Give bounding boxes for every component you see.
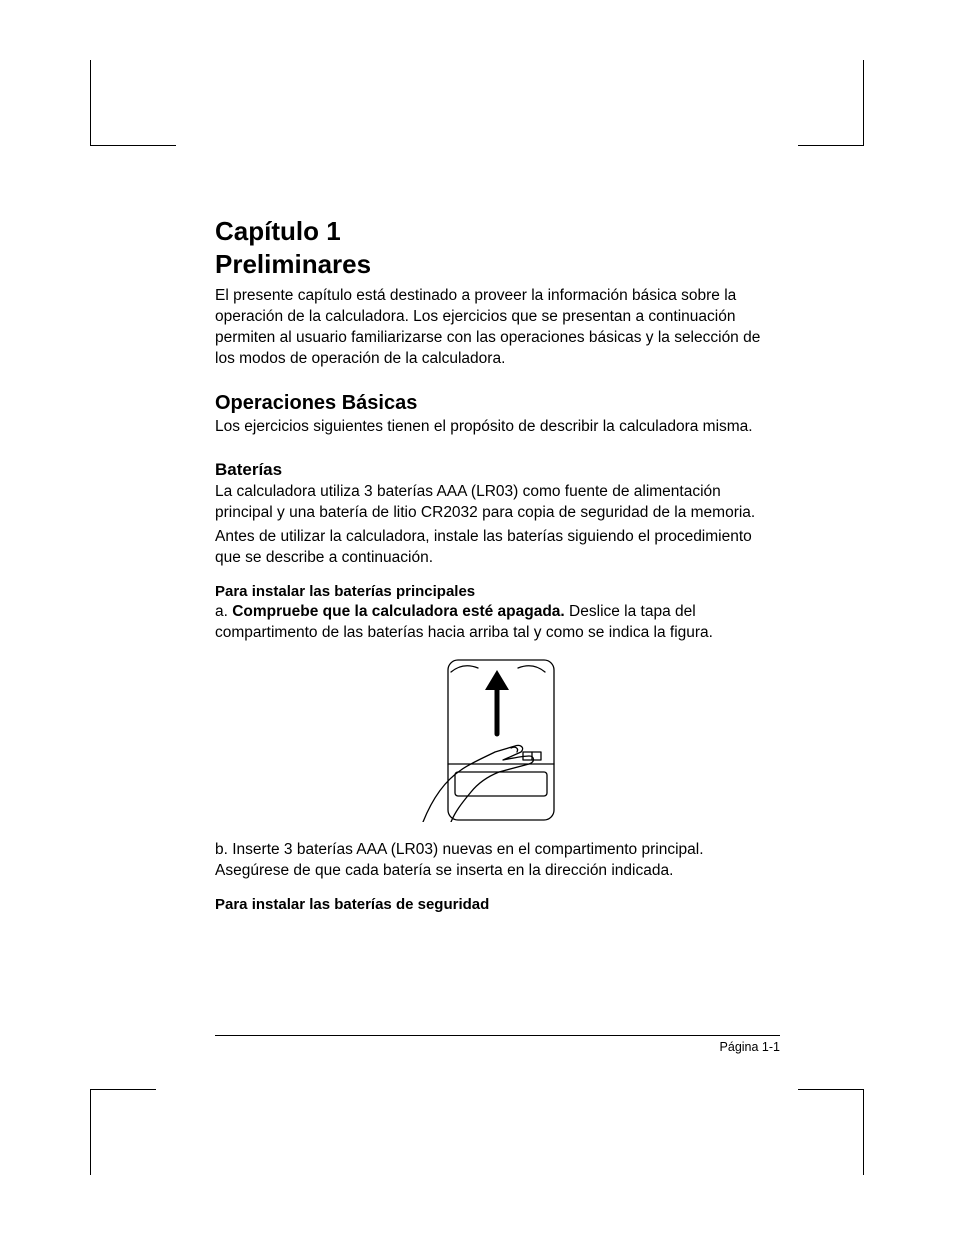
- install-main-heading: Para instalar las baterías principales: [215, 583, 780, 600]
- crop-mark-top-left: [90, 60, 176, 146]
- crop-mark-bottom-right: [798, 1089, 864, 1175]
- page-number: Página 1-1: [215, 1040, 780, 1054]
- crop-mark-top-right: [798, 60, 864, 146]
- chapter-name-line: Preliminares: [215, 249, 371, 279]
- battery-cover-figure: [403, 652, 593, 822]
- crop-mark-bottom-left: [90, 1089, 156, 1175]
- page-body: Capítulo 1 Preliminares El presente capí…: [215, 215, 780, 915]
- install-main-step-a: a. Compruebe que la calculadora esté apa…: [215, 602, 780, 644]
- baterias-paragraph-1: La calculadora utiliza 3 baterías AAA (L…: [215, 482, 780, 524]
- step-a-bold: Compruebe que la calculadora esté apagad…: [232, 603, 565, 620]
- step-a-prefix: a.: [215, 603, 232, 620]
- install-main-step-b: b. Inserte 3 baterías AAA (LR03) nuevas …: [215, 840, 780, 882]
- chapter-title: Capítulo 1 Preliminares: [215, 215, 780, 280]
- subsection-heading-baterias: Baterías: [215, 460, 780, 480]
- baterias-paragraph-2: Antes de utilizar la calculadora, instal…: [215, 527, 780, 569]
- section-operaciones-paragraph: Los ejercicios siguientes tienen el prop…: [215, 417, 780, 438]
- install-backup-heading: Para instalar las baterías de seguridad: [215, 896, 780, 913]
- chapter-number-line: Capítulo 1: [215, 216, 341, 246]
- footer-rule: [215, 1035, 780, 1036]
- chapter-intro-paragraph: El presente capítulo está destinado a pr…: [215, 286, 780, 370]
- section-heading-operaciones: Operaciones Básicas: [215, 392, 780, 415]
